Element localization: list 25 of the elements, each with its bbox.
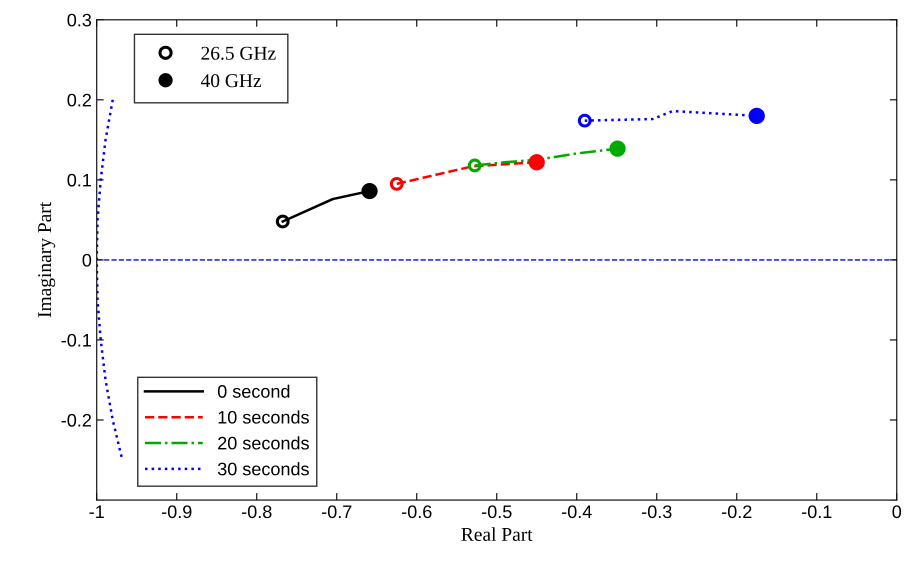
y-tick-label: -0.2 — [62, 414, 91, 427]
x-tick-label: -0.7 — [322, 505, 352, 518]
legend-label: 20 seconds — [218, 436, 309, 450]
legend-label: 30 seconds — [218, 462, 309, 476]
y-tick-label: 0.2 — [67, 94, 91, 107]
y-tick-label: 0.3 — [67, 14, 92, 26]
legend-label: 26.5 GHz — [201, 46, 276, 60]
x-tick-label: -1 — [90, 506, 104, 518]
y-axis-title: Imaginary Part — [38, 202, 56, 318]
x-tick-label: -0.9 — [162, 505, 192, 518]
x-tick-label: -0.3 — [642, 505, 672, 518]
x-axis-title: Real Part — [461, 527, 533, 541]
x-tick-label: -0.1 — [802, 505, 832, 518]
legend-label: 40 GHz — [200, 74, 262, 88]
x-tick-label: -0.5 — [482, 505, 512, 518]
y-tick-label: 0.1 — [67, 174, 91, 187]
y-tick-label: 0 — [82, 254, 92, 267]
x-tick-label: -0.2 — [722, 505, 752, 518]
x-tick-label: -0.4 — [562, 505, 592, 518]
legend-label: 10 seconds — [218, 410, 309, 424]
legend-label: 0 second — [218, 384, 290, 398]
x-tick-label: 0 — [892, 505, 902, 518]
y-tick-label: -0.1 — [62, 334, 91, 347]
x-tick-label: -0.8 — [242, 505, 272, 518]
x-tick-label: -0.6 — [402, 505, 432, 518]
